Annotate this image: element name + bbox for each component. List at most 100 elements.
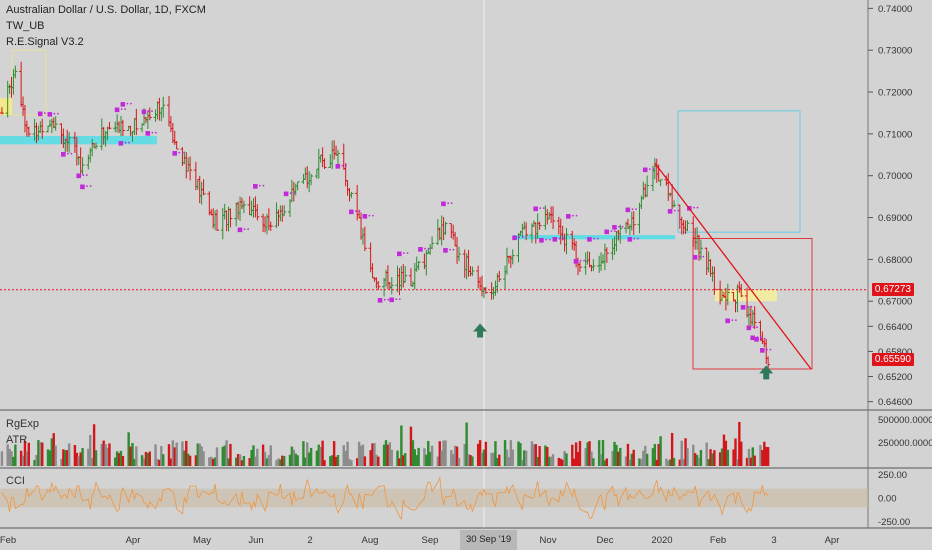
cci-label[interactable]: CCI	[6, 475, 25, 487]
volume-bar	[121, 455, 125, 466]
volume-bar	[751, 447, 754, 466]
volume-bar	[140, 455, 144, 466]
volume-bar	[496, 458, 499, 466]
volume-bar	[471, 456, 474, 466]
volume-bar	[67, 443, 71, 466]
volume-bar	[227, 458, 230, 466]
volume-bar	[160, 446, 163, 466]
volume-bar	[369, 450, 372, 466]
study-re-signal-label[interactable]: R.E.Signal V3.2	[6, 36, 84, 48]
volume-bar	[402, 455, 405, 466]
volume-bar	[467, 454, 470, 466]
signal-dots: ■••	[60, 151, 73, 158]
volume-bar	[23, 440, 27, 466]
volume-bar	[221, 446, 224, 466]
volume-bar	[726, 449, 730, 466]
volume-bar	[536, 457, 539, 466]
volume-bar	[628, 459, 632, 466]
volume-bar	[315, 450, 319, 466]
volume-bar	[119, 450, 123, 466]
volume-bar	[619, 447, 622, 466]
volume-bar	[14, 444, 17, 466]
volume-bar	[211, 458, 215, 466]
volume-bar	[334, 456, 338, 466]
signal-dots: ■••	[389, 296, 402, 303]
volume-bar	[578, 440, 582, 466]
atr-label[interactable]: ATR	[6, 434, 28, 446]
volume-bar	[384, 440, 388, 466]
volume-bar	[588, 441, 591, 466]
volume-bar	[48, 450, 52, 466]
volume-bar	[154, 444, 157, 466]
time-axis-label: Sep	[422, 535, 439, 546]
volume-bar	[37, 440, 40, 466]
volume-bar	[740, 441, 743, 466]
volume-bar	[261, 444, 265, 466]
volume-bar	[563, 451, 566, 466]
signal-dots: ■••	[397, 251, 410, 258]
volume-bar	[94, 450, 98, 466]
volume-bar	[469, 455, 472, 466]
volume-bar	[403, 453, 407, 466]
volume-bar	[532, 444, 536, 466]
volume-bar	[494, 441, 497, 466]
volume-bar	[398, 458, 401, 466]
volume-bar	[565, 453, 568, 466]
volume-bar	[738, 421, 741, 466]
volume-bar	[102, 440, 105, 466]
volume-bar	[100, 443, 103, 466]
volume-bar	[355, 458, 359, 466]
volume-bar	[423, 448, 426, 466]
volume-bar	[265, 458, 269, 466]
volume-bar	[684, 438, 687, 466]
volume-bar	[39, 441, 42, 466]
volume-bar	[682, 459, 685, 466]
volume-bar	[436, 456, 440, 466]
volume-bar	[417, 447, 420, 466]
volume-bar	[131, 442, 134, 466]
volume-bar	[66, 450, 69, 466]
volume-bar	[534, 444, 537, 466]
volume-bar	[62, 449, 65, 466]
volume-bar	[388, 442, 392, 466]
volume-bar	[77, 456, 80, 466]
volume-bar	[427, 440, 430, 466]
volume-bar	[185, 440, 188, 466]
volume-bar	[198, 443, 201, 466]
volume-bar	[213, 457, 217, 466]
volume-bar	[194, 455, 198, 466]
volume-bar	[695, 454, 699, 466]
price-tick-label: 0.71000	[878, 129, 912, 140]
time-axis-label: Nov	[540, 535, 557, 546]
volume-bar	[400, 425, 403, 466]
volume-bar	[144, 451, 148, 466]
target-box	[677, 110, 801, 233]
volume-bar	[571, 444, 574, 466]
volume-bar	[699, 449, 703, 466]
rgexp-label[interactable]: RgExp	[6, 418, 40, 430]
signal-dots: ■••	[625, 207, 638, 214]
volume-bar	[235, 457, 238, 466]
volume-bar	[745, 457, 749, 466]
volume-bar	[538, 446, 541, 466]
volume-bar	[509, 440, 513, 466]
time-axis-label: Feb	[0, 535, 16, 546]
volume-bar	[210, 456, 213, 466]
volume-bar	[640, 459, 643, 466]
volume-bar	[709, 449, 712, 466]
volume-bar	[173, 447, 176, 466]
volume-bar	[396, 450, 399, 466]
signal-dots: ■••	[754, 336, 767, 343]
study-tw-ub-label[interactable]: TW_UB	[6, 20, 45, 32]
volume-bar	[296, 455, 299, 466]
volume-bar	[413, 449, 416, 466]
volume-bar	[90, 458, 94, 466]
current-price-tag: 0.65590	[871, 353, 914, 367]
volume-bar	[309, 447, 313, 466]
volume-bar	[382, 444, 386, 466]
volume-bar	[626, 443, 630, 466]
volume-bar	[329, 456, 332, 466]
volume-bar	[484, 441, 488, 466]
